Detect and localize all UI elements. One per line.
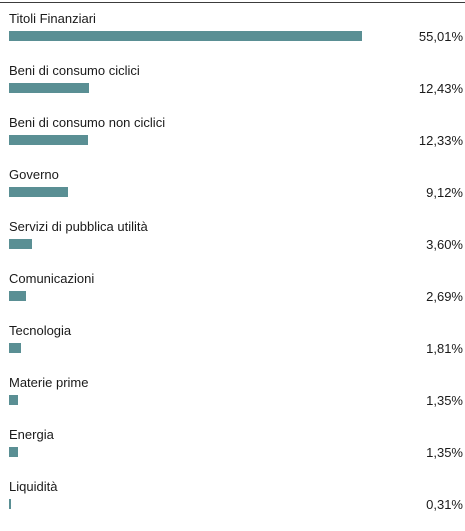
bar-row: Materie prime 1,35% [0,375,465,427]
bar-row: Tecnologia 1,81% [0,323,465,375]
bar-row: Comunicazioni 2,69% [0,271,465,323]
category-label: Comunicazioni [9,271,95,286]
value-label: 55,01% [418,29,463,44]
sector-allocation-chart: Titoli Finanziari 55,01% Beni di consumo c… [0,11,465,512]
bar [9,343,21,353]
bar-row: Liquidità 0,31% [0,479,465,531]
bar [9,83,89,93]
category-label: Titoli Finanziari [9,11,96,26]
bar-row: Servizi di pubblica utilità 3,60% [0,219,465,271]
bar [9,499,11,509]
category-label: Servizi di pubblica utilità [9,219,148,234]
category-label: Tecnologia [9,323,72,338]
bar [9,135,89,145]
category-label: Governo [9,167,59,182]
bar-row: Beni di consumo ciclici 12,43% [0,63,465,115]
category-label: Liquidità [9,479,58,494]
value-label: 0,31% [426,497,463,512]
bar-row: Beni di consumo non ciclici 12,33% [0,115,465,167]
bar-row: Governo 9,12% [0,167,465,219]
bar-row: Energia 1,35% [0,427,465,479]
bar [9,395,18,405]
bar [9,291,27,301]
bar-row: Titoli Finanziari 55,01% [0,11,465,63]
value-label: 2,69% [426,289,463,304]
bar [9,187,68,197]
value-label: 12,43% [418,81,463,96]
value-label: 1,35% [426,393,463,408]
value-label: 1,81% [426,341,463,356]
value-label: 12,33% [418,133,463,148]
category-label: Energia [9,427,54,442]
bar [9,447,18,457]
category-label: Beni di consumo non ciclici [9,115,166,130]
bar [9,239,33,249]
value-label: 1,35% [426,445,463,460]
value-label: 3,60% [426,237,463,252]
category-label: Materie prime [9,375,89,390]
value-label: 9,12% [426,185,463,200]
bar [9,31,362,41]
top-divider [0,2,465,3]
category-label: Beni di consumo ciclici [9,63,140,78]
